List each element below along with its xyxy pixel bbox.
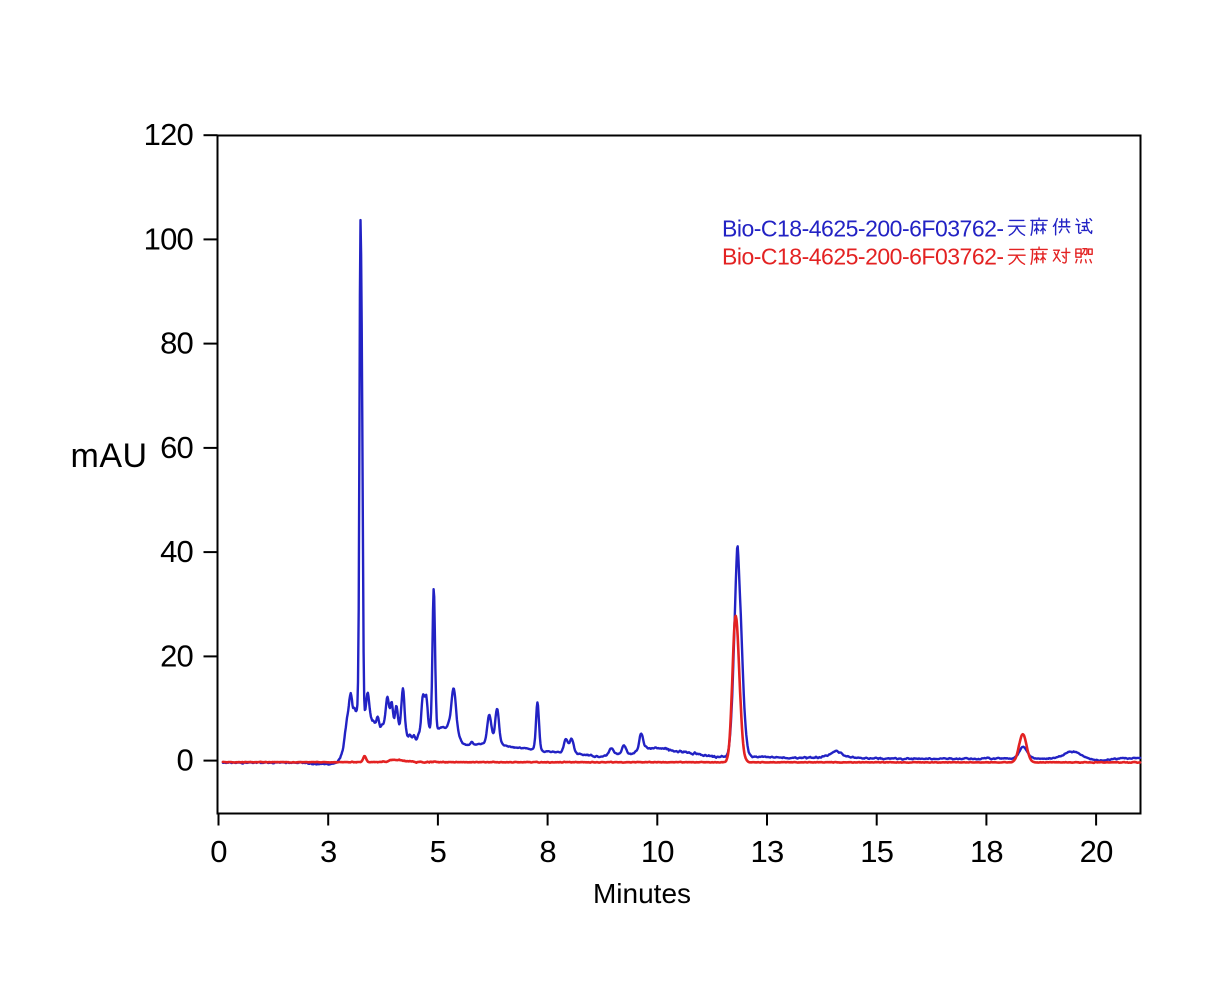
- svg-text:120: 120: [144, 117, 194, 152]
- svg-text:40: 40: [160, 534, 193, 569]
- svg-text:18: 18: [970, 834, 1003, 869]
- svg-text:Bio-C18-4625-200-6F03762-: Bio-C18-4625-200-6F03762-: [722, 244, 1004, 270]
- svg-text:5: 5: [430, 834, 446, 869]
- svg-text:10: 10: [641, 834, 674, 869]
- svg-text:100: 100: [144, 221, 194, 256]
- svg-text:Bio-C18-4625-200-6F03762-: Bio-C18-4625-200-6F03762-: [722, 216, 1004, 242]
- svg-text:0: 0: [210, 834, 227, 869]
- svg-text:15: 15: [860, 834, 893, 869]
- svg-text:mAU: mAU: [71, 437, 148, 475]
- svg-text:60: 60: [160, 430, 193, 465]
- svg-text:80: 80: [160, 326, 193, 361]
- svg-text:20: 20: [160, 638, 193, 673]
- svg-text:13: 13: [751, 834, 784, 869]
- svg-text:Minutes: Minutes: [593, 878, 691, 909]
- svg-text:0: 0: [177, 743, 194, 778]
- svg-text:8: 8: [539, 834, 555, 869]
- svg-text:20: 20: [1080, 834, 1113, 869]
- svg-text:3: 3: [320, 834, 336, 869]
